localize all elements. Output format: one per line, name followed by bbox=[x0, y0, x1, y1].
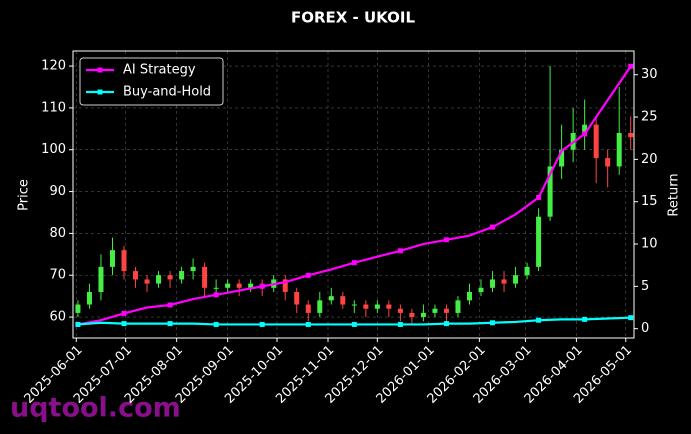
candle-body bbox=[328, 296, 334, 301]
candle-body bbox=[75, 304, 81, 313]
candle-body bbox=[536, 216, 542, 267]
line-marker bbox=[259, 321, 265, 327]
candle-body bbox=[363, 304, 369, 309]
candle-body bbox=[179, 271, 185, 280]
y-tick-label: 60 bbox=[49, 310, 66, 325]
candle-body bbox=[605, 158, 611, 167]
candle-body bbox=[501, 279, 507, 284]
watermark: uqtool.com bbox=[10, 393, 181, 424]
y-tick-label: 120 bbox=[41, 59, 66, 74]
legend-box bbox=[79, 57, 224, 106]
legend: AI Strategy Buy-and-Hold bbox=[79, 57, 224, 106]
candle-body bbox=[628, 133, 634, 138]
candle-body bbox=[374, 304, 380, 309]
candle-body bbox=[524, 266, 530, 276]
candle-body bbox=[397, 308, 403, 313]
candle-body bbox=[213, 287, 219, 289]
y2-tick-label: 25 bbox=[641, 110, 658, 125]
line-marker bbox=[167, 321, 173, 327]
candle-body bbox=[466, 291, 472, 301]
y-tick-label: 90 bbox=[49, 184, 66, 199]
line-marker bbox=[443, 237, 449, 243]
y-axis-label: Price bbox=[17, 179, 32, 211]
line-marker bbox=[167, 302, 173, 308]
y2-tick-label: 30 bbox=[641, 67, 658, 82]
line-marker bbox=[397, 248, 403, 254]
candle-body bbox=[121, 250, 127, 272]
line-marker bbox=[213, 321, 219, 327]
candle-body bbox=[86, 291, 92, 305]
legend-marker bbox=[97, 67, 103, 73]
line-marker bbox=[121, 310, 127, 316]
line-marker bbox=[305, 321, 311, 327]
candle-body bbox=[593, 124, 599, 159]
candle-body bbox=[156, 275, 162, 284]
y-tick-label: 80 bbox=[49, 226, 66, 241]
candle-body bbox=[133, 271, 139, 280]
line-marker bbox=[121, 321, 127, 327]
candle-body bbox=[167, 275, 173, 280]
legend-label: AI Strategy bbox=[123, 63, 196, 78]
candle-body bbox=[282, 279, 288, 292]
candle-body bbox=[455, 300, 461, 313]
candle-body bbox=[248, 283, 254, 288]
candle-body bbox=[109, 250, 115, 267]
line-marker bbox=[536, 194, 542, 200]
candle-body bbox=[420, 312, 426, 318]
line-marker bbox=[628, 315, 634, 321]
line-marker bbox=[305, 272, 311, 278]
line-marker bbox=[351, 321, 357, 327]
line-marker bbox=[213, 292, 219, 298]
candle-body bbox=[478, 287, 484, 292]
candle-body bbox=[351, 304, 357, 306]
line-marker bbox=[75, 321, 81, 327]
candle-body bbox=[236, 283, 242, 288]
y2-tick-label: 15 bbox=[641, 194, 658, 209]
candle-body bbox=[490, 279, 496, 288]
y2-tick-label: 10 bbox=[641, 237, 658, 252]
candle-body bbox=[144, 279, 150, 284]
line-marker bbox=[490, 320, 496, 326]
candle-body bbox=[225, 283, 231, 288]
candle-body bbox=[340, 296, 346, 305]
legend-label: Buy-and-Hold bbox=[123, 85, 211, 100]
candle-body bbox=[294, 291, 300, 305]
candle-body bbox=[386, 304, 392, 309]
line-marker bbox=[397, 321, 403, 327]
candle-body bbox=[443, 308, 449, 313]
line-marker bbox=[259, 283, 265, 289]
line-marker bbox=[443, 321, 449, 327]
line-marker bbox=[351, 260, 357, 266]
candle-body bbox=[559, 149, 565, 167]
candle-body bbox=[202, 266, 208, 288]
chart-title: FOREX - UKOIL bbox=[291, 9, 415, 27]
legend-marker bbox=[97, 89, 103, 95]
candle-body bbox=[513, 275, 519, 284]
y-tick-label: 110 bbox=[41, 100, 66, 115]
y-tick-label: 100 bbox=[41, 142, 66, 157]
candle-body bbox=[305, 304, 311, 313]
candle-body bbox=[190, 266, 196, 272]
line-marker bbox=[582, 131, 588, 137]
y2-axis-label: Return bbox=[667, 173, 682, 216]
candle-body bbox=[98, 266, 104, 292]
candle-body bbox=[317, 300, 323, 313]
line-marker bbox=[490, 224, 496, 230]
y-tick-label: 70 bbox=[49, 268, 66, 283]
y2-tick-label: 0 bbox=[641, 321, 649, 336]
candle-body bbox=[616, 133, 622, 167]
candle-body bbox=[582, 124, 588, 133]
candle-body bbox=[432, 308, 438, 313]
y2-tick-label: 5 bbox=[641, 279, 649, 294]
candle-body bbox=[547, 166, 553, 217]
line-marker bbox=[628, 63, 634, 69]
line-marker bbox=[582, 316, 588, 322]
candle-body bbox=[409, 312, 415, 318]
line-marker bbox=[536, 317, 542, 323]
plot-frame bbox=[72, 50, 635, 339]
y2-tick-label: 20 bbox=[641, 152, 658, 167]
